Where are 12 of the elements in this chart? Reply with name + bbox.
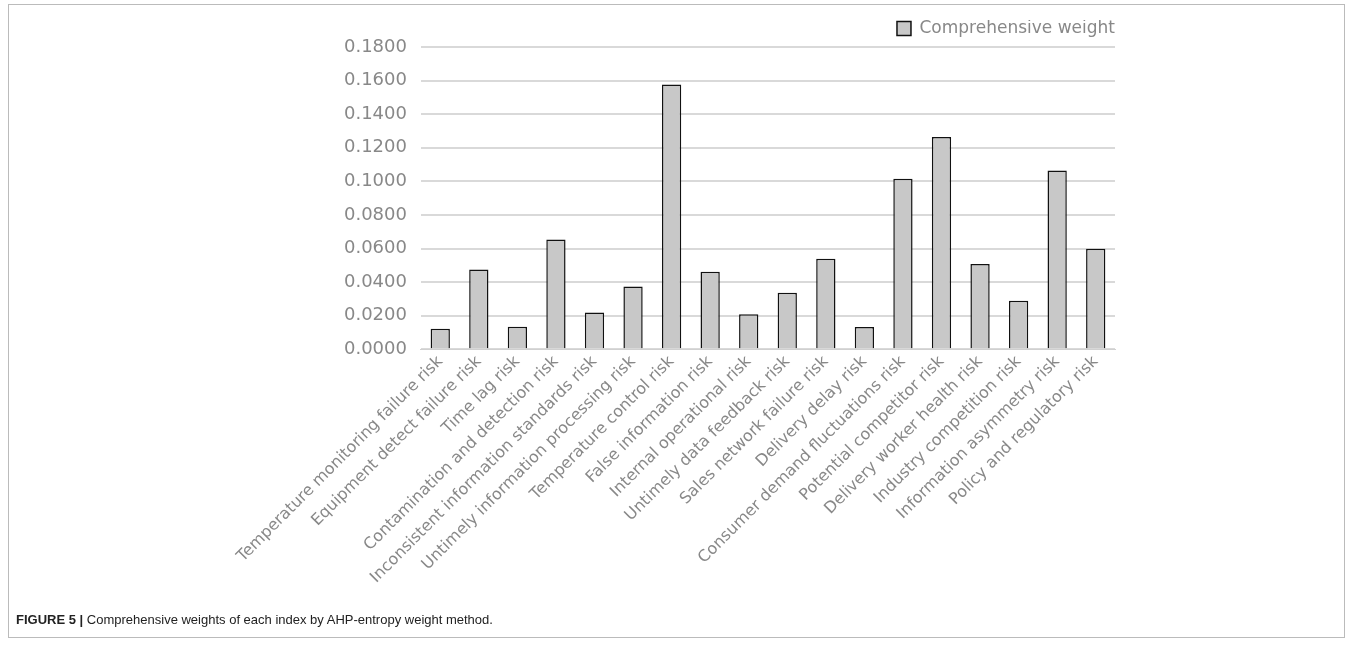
y-tick-label: 0.1200 xyxy=(344,135,407,157)
y-tick-label: 0.0600 xyxy=(344,236,407,258)
y-tick-label: 0.0200 xyxy=(344,303,407,325)
y-tick-label: 0.1800 xyxy=(344,34,407,56)
y-tick-label: 0.0000 xyxy=(344,336,407,358)
legend-label: Comprehensive weight xyxy=(919,16,1116,37)
y-tick-label: 0.0800 xyxy=(344,202,407,224)
y-tick-label: 0.1000 xyxy=(344,169,407,191)
y-tick-label: 0.1400 xyxy=(344,101,407,123)
caption: FIGURE 5 | Comprehensive weights of each index by AHP-entropy weight method. xyxy=(16,612,493,627)
y-tick-label: 0.0400 xyxy=(344,269,407,291)
y-tick-label: 0.1600 xyxy=(344,68,407,90)
